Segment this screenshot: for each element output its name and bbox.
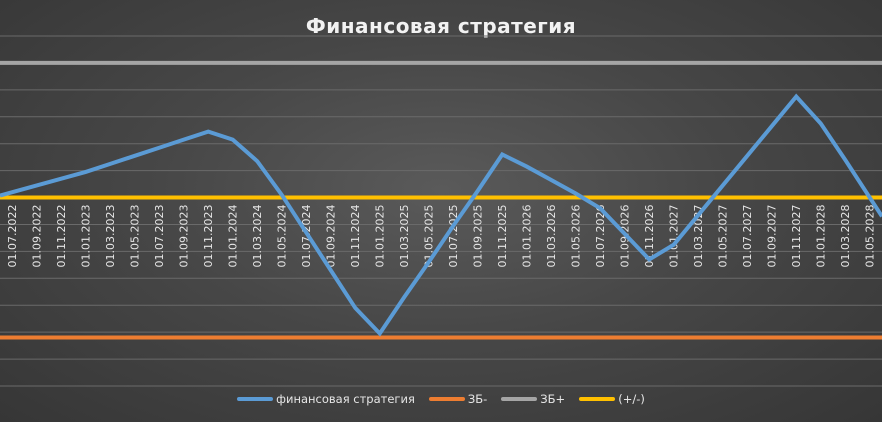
x-tick-label: 01.07.2027: [741, 205, 754, 268]
legend-swatch: [237, 397, 274, 401]
reference-lines: [0, 60, 882, 340]
x-tick-label: 01.03.2028: [839, 205, 852, 268]
x-tick-label: 01.09.2022: [31, 205, 44, 268]
legend-item: (+/-): [579, 392, 645, 406]
x-tick-label: 01.01.2026: [521, 205, 534, 268]
legend-label: (+/-): [618, 392, 645, 406]
x-tick-label: 01.11.2022: [55, 205, 68, 268]
x-tick-label: 01.03.2025: [398, 205, 411, 268]
x-tick-label: 01.11.2023: [202, 205, 215, 268]
x-axis-tick-labels: 01.07.2022 01.09.2022 01.11.2022 01.01.2023…: [6, 205, 877, 268]
data-series-lines: [0, 93, 882, 337]
x-tick-label: 01.05.2024: [276, 205, 289, 268]
x-tick-label: 01.11.2027: [790, 205, 803, 268]
x-tick-label: 01.05.2025: [423, 205, 436, 268]
x-tick-label: 01.09.2024: [325, 205, 338, 268]
x-tick-label: 01.01.2028: [815, 205, 828, 268]
x-tick-label: 01.01.2027: [668, 205, 681, 268]
legend-item: ЗБ+: [501, 392, 565, 406]
legend-swatch: [579, 397, 616, 401]
x-tick-label: 01.03.2024: [251, 205, 264, 268]
x-tick-label: 01.11.2026: [643, 205, 656, 268]
series-0-line: [0, 93, 882, 337]
x-tick-label: 01.05.2028: [864, 205, 877, 268]
x-tick-label: 01.09.2025: [472, 205, 485, 268]
x-tick-label: 01.11.2024: [349, 205, 362, 268]
legend-item: финансовая стратегия: [237, 392, 415, 406]
legend-label: ЗБ+: [540, 392, 566, 406]
legend-swatch: [428, 397, 465, 401]
legend-swatch: [501, 397, 538, 401]
legend-label: финансовая стратегия: [276, 392, 415, 406]
x-tick-label: 01.07.2023: [153, 205, 166, 268]
x-tick-label: 01.09.2023: [178, 205, 191, 268]
x-tick-label: 01.03.2023: [104, 205, 117, 268]
x-tick-label: 01.01.2023: [80, 205, 93, 268]
x-tick-label: 01.05.2026: [570, 205, 583, 268]
legend-item: ЗБ-: [428, 392, 488, 406]
x-tick-label: 01.03.2026: [545, 205, 558, 268]
x-tick-label: 01.05.2023: [129, 205, 142, 268]
x-tick-label: 01.05.2027: [717, 205, 730, 268]
x-tick-label: 01.07.2026: [594, 205, 607, 268]
x-tick-label: 01.11.2025: [496, 205, 509, 268]
x-tick-label: 01.01.2024: [227, 205, 240, 268]
x-tick-label: 01.01.2025: [374, 205, 387, 268]
x-tick-label: 01.07.2022: [6, 205, 19, 268]
chart-title: Финансовая стратегия: [305, 14, 577, 38]
x-tick-label: 01.07.2025: [447, 205, 460, 268]
legend-label: ЗБ-: [467, 392, 488, 406]
chart-legend: финансовая стратегия ЗБ- ЗБ+ (+/-): [0, 392, 882, 406]
x-tick-label: 01.09.2027: [766, 205, 779, 268]
